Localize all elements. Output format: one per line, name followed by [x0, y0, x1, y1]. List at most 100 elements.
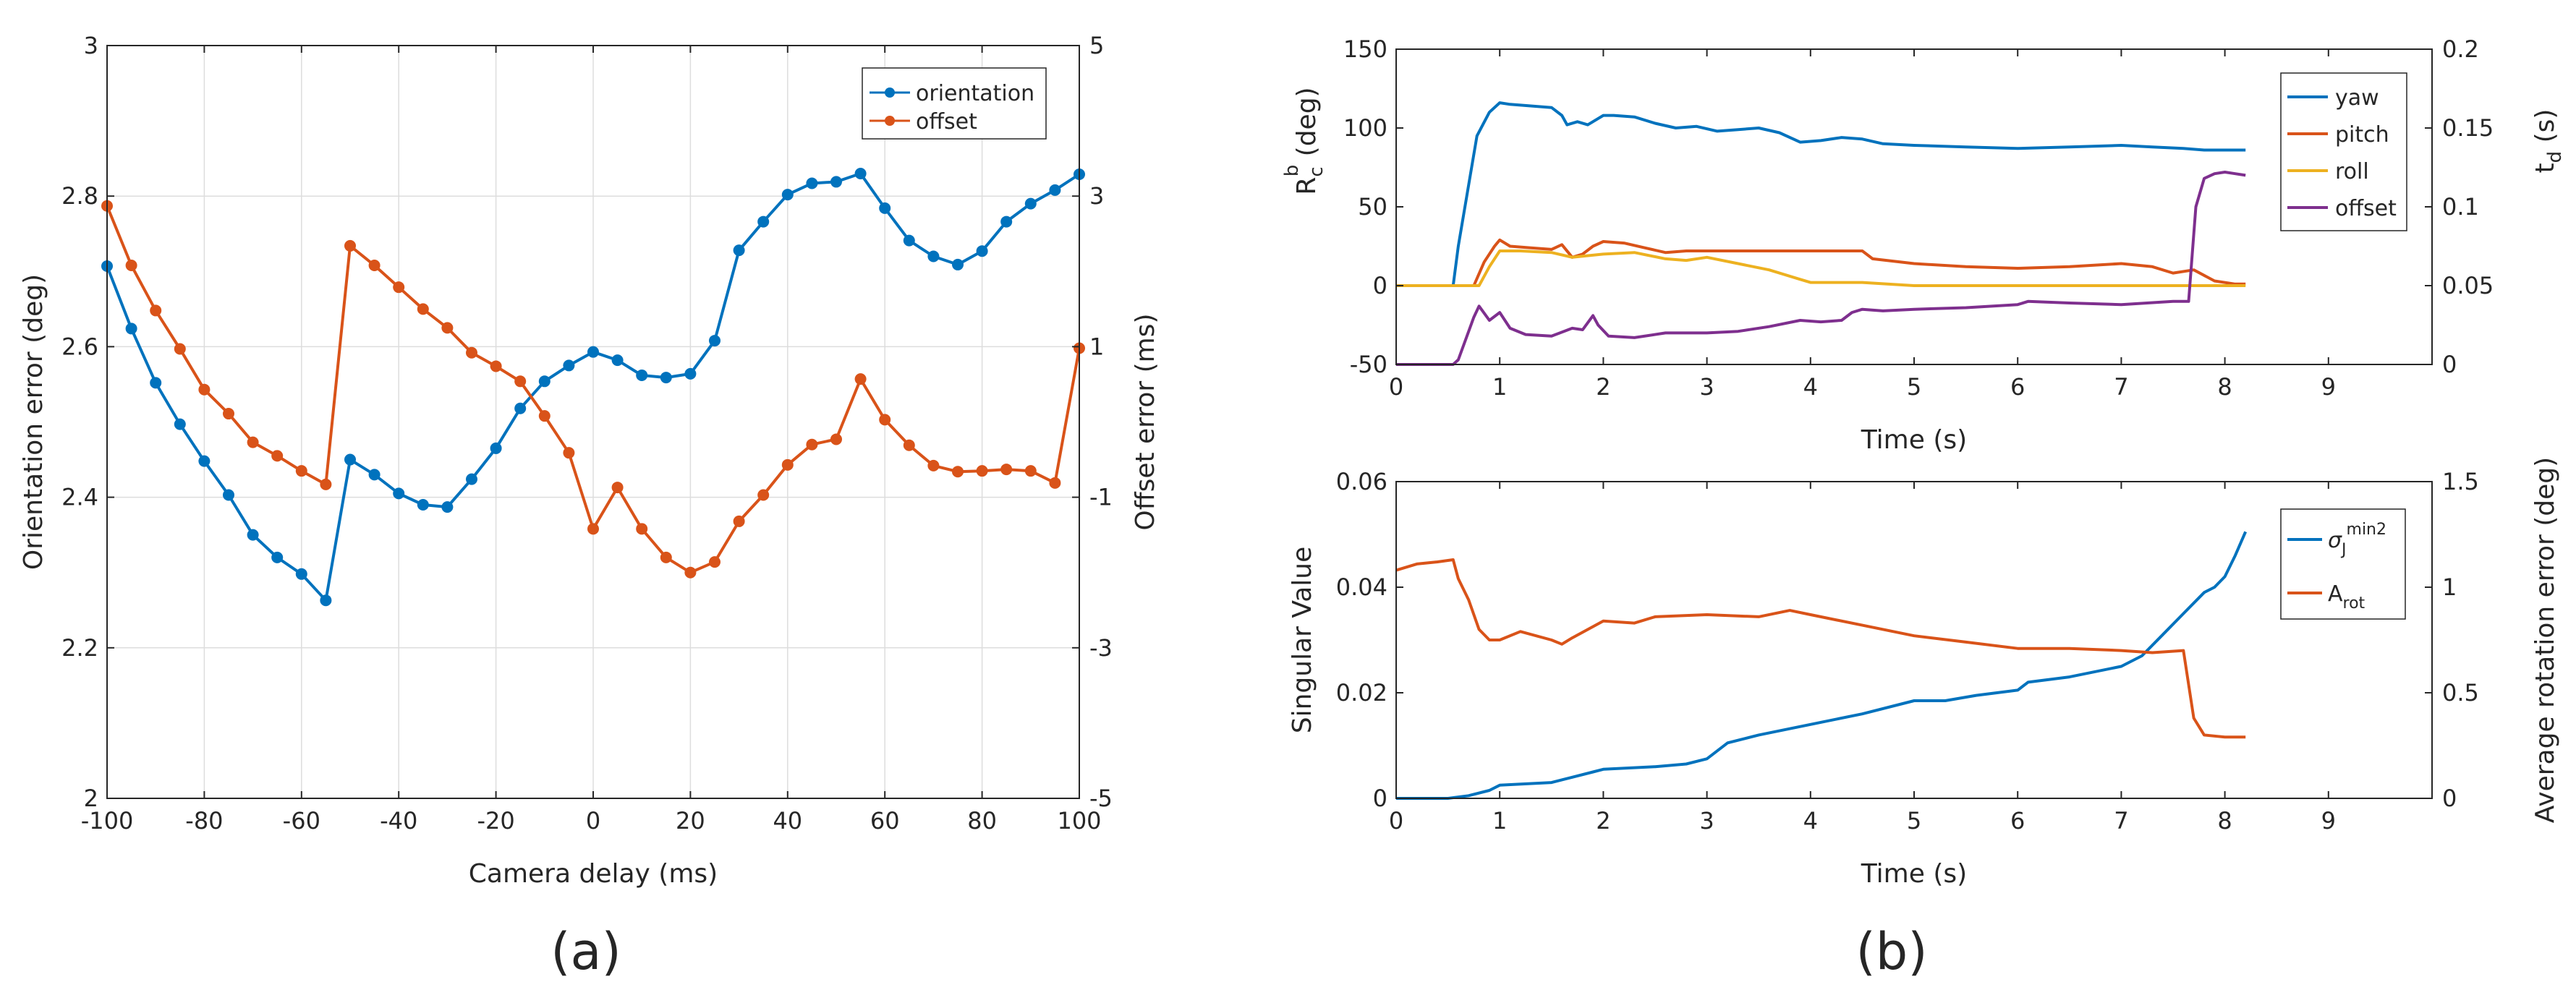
legend-marker-offset	[885, 116, 895, 126]
legend: yaw pitch roll offset	[2280, 72, 2407, 231]
data-point-orientation	[320, 594, 332, 607]
data-point-orientation	[611, 354, 624, 367]
data-point-offset	[660, 551, 672, 563]
legend-box	[2280, 508, 2406, 620]
x-tick-label: 9	[2321, 807, 2336, 835]
y-axis-label-right: Offset error (ms)	[1131, 313, 1160, 530]
x-axis-label: Time (s)	[1861, 859, 1967, 889]
x-tick-label: 1	[1492, 373, 1507, 401]
y-tick-label-left: 50	[1358, 193, 1387, 221]
y-tick-label-right: 0	[2442, 351, 2457, 378]
data-point-orientation	[733, 244, 745, 257]
ylabel-unit: (deg)	[1292, 87, 1322, 164]
data-point-offset	[976, 465, 988, 477]
ylabel-r: R	[1292, 177, 1322, 195]
y-axis-label-right: Average rotation error (deg)	[2530, 457, 2560, 823]
y-tick-label-left: 150	[1343, 35, 1387, 63]
y-tick-label-left: 0.02	[1336, 679, 1387, 707]
legend-label-offset: offset	[2335, 196, 2397, 221]
x-tick-label: 100	[1057, 807, 1101, 835]
data-point-offset	[806, 438, 818, 451]
data-point-orientation	[854, 167, 867, 179]
data-point-offset	[903, 439, 915, 451]
series-line-σJmin2	[1396, 531, 2248, 800]
legend-arot-base: A	[2328, 581, 2343, 607]
y-axis-label-left: Singular Value	[1288, 547, 1317, 734]
legend-label-sigma: σJmin2	[2328, 521, 2386, 559]
series-line-yaw	[1396, 101, 2246, 287]
data-point-offset	[150, 304, 162, 317]
data-point-orientation	[660, 372, 672, 384]
x-tick-label: 7	[2114, 373, 2128, 401]
legend-box	[2280, 72, 2407, 231]
data-point-orientation	[125, 323, 137, 335]
x-tick-label: -20	[477, 807, 514, 835]
data-point-offset	[417, 303, 429, 315]
ylabel-sub-c: c	[1306, 166, 1327, 176]
y-tick-label-left: 0.04	[1336, 573, 1387, 601]
data-point-orientation	[1024, 197, 1037, 210]
y-tick-label-left: 2.6	[61, 333, 98, 360]
legend-label-orientation: orientation	[916, 81, 1034, 106]
data-point-orientation	[490, 442, 502, 454]
y-tick-label-right: -3	[1089, 634, 1113, 662]
series-line-A_rot	[1395, 558, 2246, 739]
data-point-offset	[636, 523, 648, 535]
chart-a: -100 -80 -60 -40 -20 0 20 40 60 80 100 2 2.2 2.4 2.6 2.…	[19, 32, 1160, 981]
data-point-orientation	[636, 369, 648, 381]
data-point-offset	[587, 523, 599, 535]
y-tick-label-right: 3	[1089, 182, 1104, 210]
y-axis-label-left: Rcb (deg)	[1281, 87, 1327, 195]
y-axis-label-left: Orientation error (deg)	[19, 274, 48, 570]
data-point-orientation	[417, 499, 429, 511]
ylabel-sub-d: d	[2544, 151, 2566, 163]
data-point-offset	[538, 410, 551, 422]
x-axis-label: Camera delay (ms)	[469, 859, 718, 889]
series-markers	[101, 167, 1085, 607]
x-tick-label: 0	[586, 807, 600, 835]
data-point-offset	[1000, 464, 1013, 476]
data-point-offset	[1024, 465, 1037, 477]
data-point-orientation	[295, 568, 307, 580]
data-point-offset	[393, 281, 405, 294]
legend-sigma-sub: J	[2340, 541, 2347, 559]
data-point-orientation	[781, 189, 794, 201]
x-tick-label: 4	[1803, 807, 1818, 835]
data-point-orientation	[223, 489, 234, 501]
x-axis-label: Time (s)	[1861, 425, 1967, 455]
legend-label-yaw: yaw	[2335, 85, 2379, 111]
data-point-orientation	[441, 501, 454, 513]
legend: orientation offset	[862, 67, 1047, 140]
data-point-orientation	[830, 176, 842, 188]
x-tick-label: -60	[283, 807, 320, 835]
data-point-offset	[781, 458, 794, 471]
y-axis-label-right: td (s)	[2530, 109, 2566, 174]
data-point-orientation	[344, 453, 356, 466]
data-point-orientation	[684, 367, 697, 380]
x-tick-label: -80	[185, 807, 223, 835]
data-point-orientation	[174, 418, 186, 430]
y-tick-label-right: 1.5	[2442, 468, 2479, 495]
data-point-offset	[757, 489, 770, 501]
x-tick-label: -100	[81, 807, 134, 835]
data-point-orientation	[927, 250, 940, 263]
data-point-offset	[223, 408, 234, 420]
data-point-offset	[927, 459, 940, 471]
data-point-orientation	[879, 202, 891, 214]
data-point-offset	[368, 259, 381, 271]
data-point-orientation	[271, 551, 284, 563]
data-point-offset	[952, 466, 964, 478]
legend-label-pitch: pitch	[2335, 122, 2389, 148]
data-point-orientation	[903, 234, 915, 247]
ylabel-unit: (s)	[2530, 109, 2560, 151]
legend-sigma-base: σ	[2328, 528, 2342, 553]
data-point-orientation	[952, 258, 964, 270]
data-point-orientation	[757, 215, 770, 228]
y-tick-label-left: 2	[84, 785, 98, 812]
y-tick-label-right: 0.05	[2442, 272, 2494, 299]
x-tick-label: 4	[1803, 373, 1818, 401]
x-tick-label: 3	[1699, 807, 1714, 835]
x-tick-label: 5	[1907, 807, 1921, 835]
